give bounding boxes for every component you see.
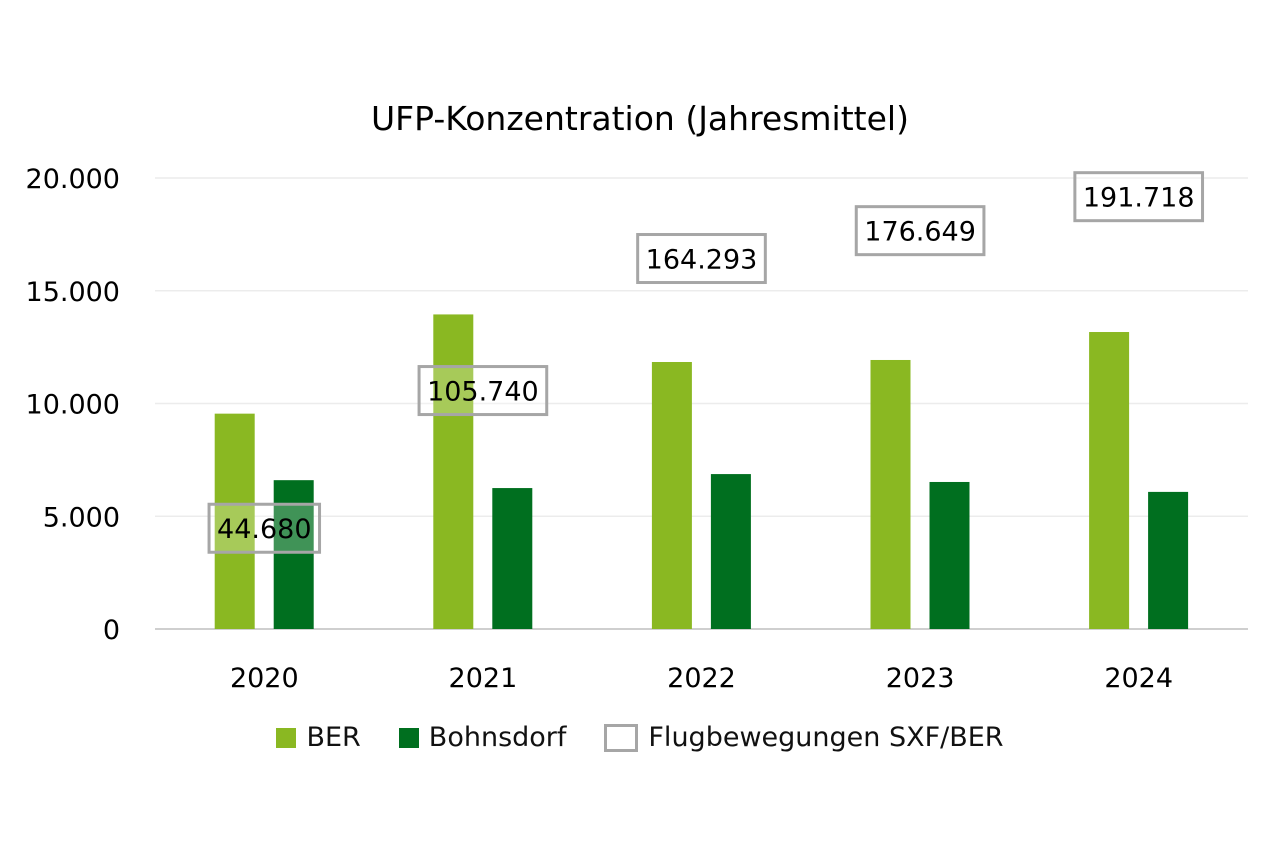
bar-ber-2022 xyxy=(651,362,692,629)
x-tick-label: 2023 xyxy=(886,663,955,694)
y-tick-label: 0 xyxy=(103,615,120,646)
flugbewegungen-box xyxy=(1073,171,1205,223)
flugbewegungen-label-2022: 164.293 xyxy=(636,233,767,285)
bar-bohnsdorf-2023 xyxy=(929,481,970,629)
legend: BER Bohnsdorf Flugbewegungen SXF/BER xyxy=(0,722,1280,753)
flugbewegungen-box xyxy=(636,233,767,285)
x-tick-label: 2020 xyxy=(230,663,299,694)
flugbewegungen-value: 105.740 xyxy=(427,377,539,408)
y-tick-label: 5.000 xyxy=(43,502,120,533)
y-tick-label: 10.000 xyxy=(26,390,120,421)
bar-bohnsdorf-2021 xyxy=(492,488,533,629)
chart-title: UFP-Konzentration (Jahresmittel) xyxy=(371,99,909,138)
y-tick-label: 15.000 xyxy=(26,277,120,308)
flugbewegungen-box xyxy=(417,365,549,417)
legend-swatch-flugbewegungen xyxy=(604,723,639,752)
flugbewegungen-value: 164.293 xyxy=(646,245,758,276)
flugbewegungen-label-2024: 191.718 xyxy=(1073,171,1205,223)
y-tick-label: 20.000 xyxy=(26,164,120,195)
bar-bohnsdorf-2020 xyxy=(273,480,314,629)
legend-label-bohnsdorf: Bohnsdorf xyxy=(428,722,567,753)
flugbewegungen-value: 176.649 xyxy=(864,217,976,248)
flugbewegungen-box xyxy=(207,502,322,554)
bar-ber-2024 xyxy=(1089,332,1130,629)
bar-ber-2020 xyxy=(214,413,255,629)
legend-label-flugbewegungen: Flugbewegungen SXF/BER xyxy=(648,722,1004,753)
flugbewegungen-box xyxy=(854,205,986,257)
flugbewegungen-value: 191.718 xyxy=(1083,183,1195,214)
x-tick-label: 2024 xyxy=(1104,663,1173,694)
flugbewegungen-label-2023: 176.649 xyxy=(854,205,986,257)
flugbewegungen-value: 44.680 xyxy=(217,514,311,545)
legend-item-flugbewegungen: Flugbewegungen SXF/BER xyxy=(604,722,1004,753)
flugbewegungen-label-2020: 44.680 xyxy=(207,502,322,554)
legend-swatch-ber xyxy=(276,727,297,748)
x-tick-label: 2022 xyxy=(667,663,736,694)
legend-swatch-bohnsdorf xyxy=(398,727,419,748)
flugbewegungen-label-2021: 105.740 xyxy=(417,365,549,417)
bar-bohnsdorf-2024 xyxy=(1148,491,1189,629)
legend-label-ber: BER xyxy=(306,722,361,753)
x-tick-label: 2021 xyxy=(449,663,518,694)
bar-ber-2021 xyxy=(433,314,474,629)
legend-item-ber: BER xyxy=(276,722,361,753)
bar-bohnsdorf-2022 xyxy=(710,474,751,629)
legend-item-bohnsdorf: Bohnsdorf xyxy=(398,722,567,753)
bar-ber-2023 xyxy=(870,359,911,629)
